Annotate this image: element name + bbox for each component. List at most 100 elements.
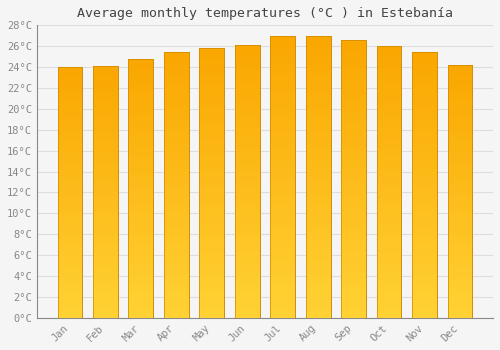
Bar [412,164,437,169]
Bar [128,297,154,302]
Bar [376,46,402,318]
Bar [270,267,295,273]
Bar [412,169,437,175]
Bar [376,198,402,204]
Bar [128,79,154,85]
Bar [341,196,366,201]
Bar [376,111,402,117]
Bar [306,149,330,154]
Bar [448,156,472,161]
Bar [306,137,330,143]
Bar [164,138,188,143]
Bar [235,143,260,149]
Bar [58,258,82,263]
Bar [270,273,295,278]
Bar [376,182,402,188]
Bar [412,265,437,270]
Bar [376,177,402,182]
Bar [376,74,402,79]
Bar [448,267,472,272]
Bar [93,237,118,242]
Bar [164,159,188,164]
Bar [128,261,154,266]
Bar [235,67,260,72]
Bar [200,280,224,286]
Bar [235,263,260,269]
Bar [58,102,82,107]
Bar [412,79,437,84]
Bar [93,106,118,111]
Bar [164,212,188,217]
Bar [58,283,82,288]
Bar [270,295,295,301]
Bar [306,301,330,307]
Bar [376,122,402,128]
Bar [448,151,472,156]
Bar [200,48,224,318]
Bar [306,52,330,58]
Bar [448,227,472,232]
Bar [128,225,154,230]
Bar [341,162,366,168]
Bar [448,121,472,126]
Bar [341,73,366,79]
Bar [93,91,118,96]
Bar [93,308,118,313]
Bar [448,80,472,85]
Bar [341,307,366,312]
Bar [58,238,82,243]
Bar [376,46,402,318]
Bar [270,52,295,58]
Bar [270,58,295,64]
Bar [164,286,188,291]
Bar [93,313,118,318]
Bar [306,154,330,160]
Bar [200,178,224,183]
Bar [270,154,295,160]
Bar [235,280,260,285]
Bar [200,307,224,313]
Bar [448,202,472,206]
Bar [341,184,366,190]
Bar [235,154,260,160]
Bar [200,183,224,188]
Bar [376,133,402,139]
Bar [58,212,82,218]
Bar [235,170,260,176]
Bar [341,157,366,162]
Bar [306,245,330,250]
Bar [270,166,295,171]
Bar [235,307,260,313]
Bar [376,100,402,106]
Bar [164,68,188,74]
Bar [128,126,154,131]
Bar [412,148,437,153]
Bar [270,149,295,154]
Bar [164,185,188,190]
Bar [306,278,330,284]
Bar [376,84,402,90]
Bar [58,82,82,87]
Bar [58,67,82,72]
Bar [128,178,154,183]
Bar [200,286,224,291]
Bar [164,148,188,153]
Bar [341,296,366,301]
Bar [58,303,82,308]
Bar [200,194,224,199]
Bar [128,131,154,136]
Bar [235,62,260,67]
Bar [58,223,82,228]
Bar [306,177,330,182]
Bar [270,70,295,75]
Bar [270,132,295,137]
Bar [306,228,330,233]
Bar [448,136,472,141]
Bar [448,65,472,318]
Bar [270,104,295,109]
Bar [448,166,472,171]
Bar [376,117,402,122]
Bar [200,232,224,237]
Bar [164,84,188,90]
Bar [200,188,224,194]
